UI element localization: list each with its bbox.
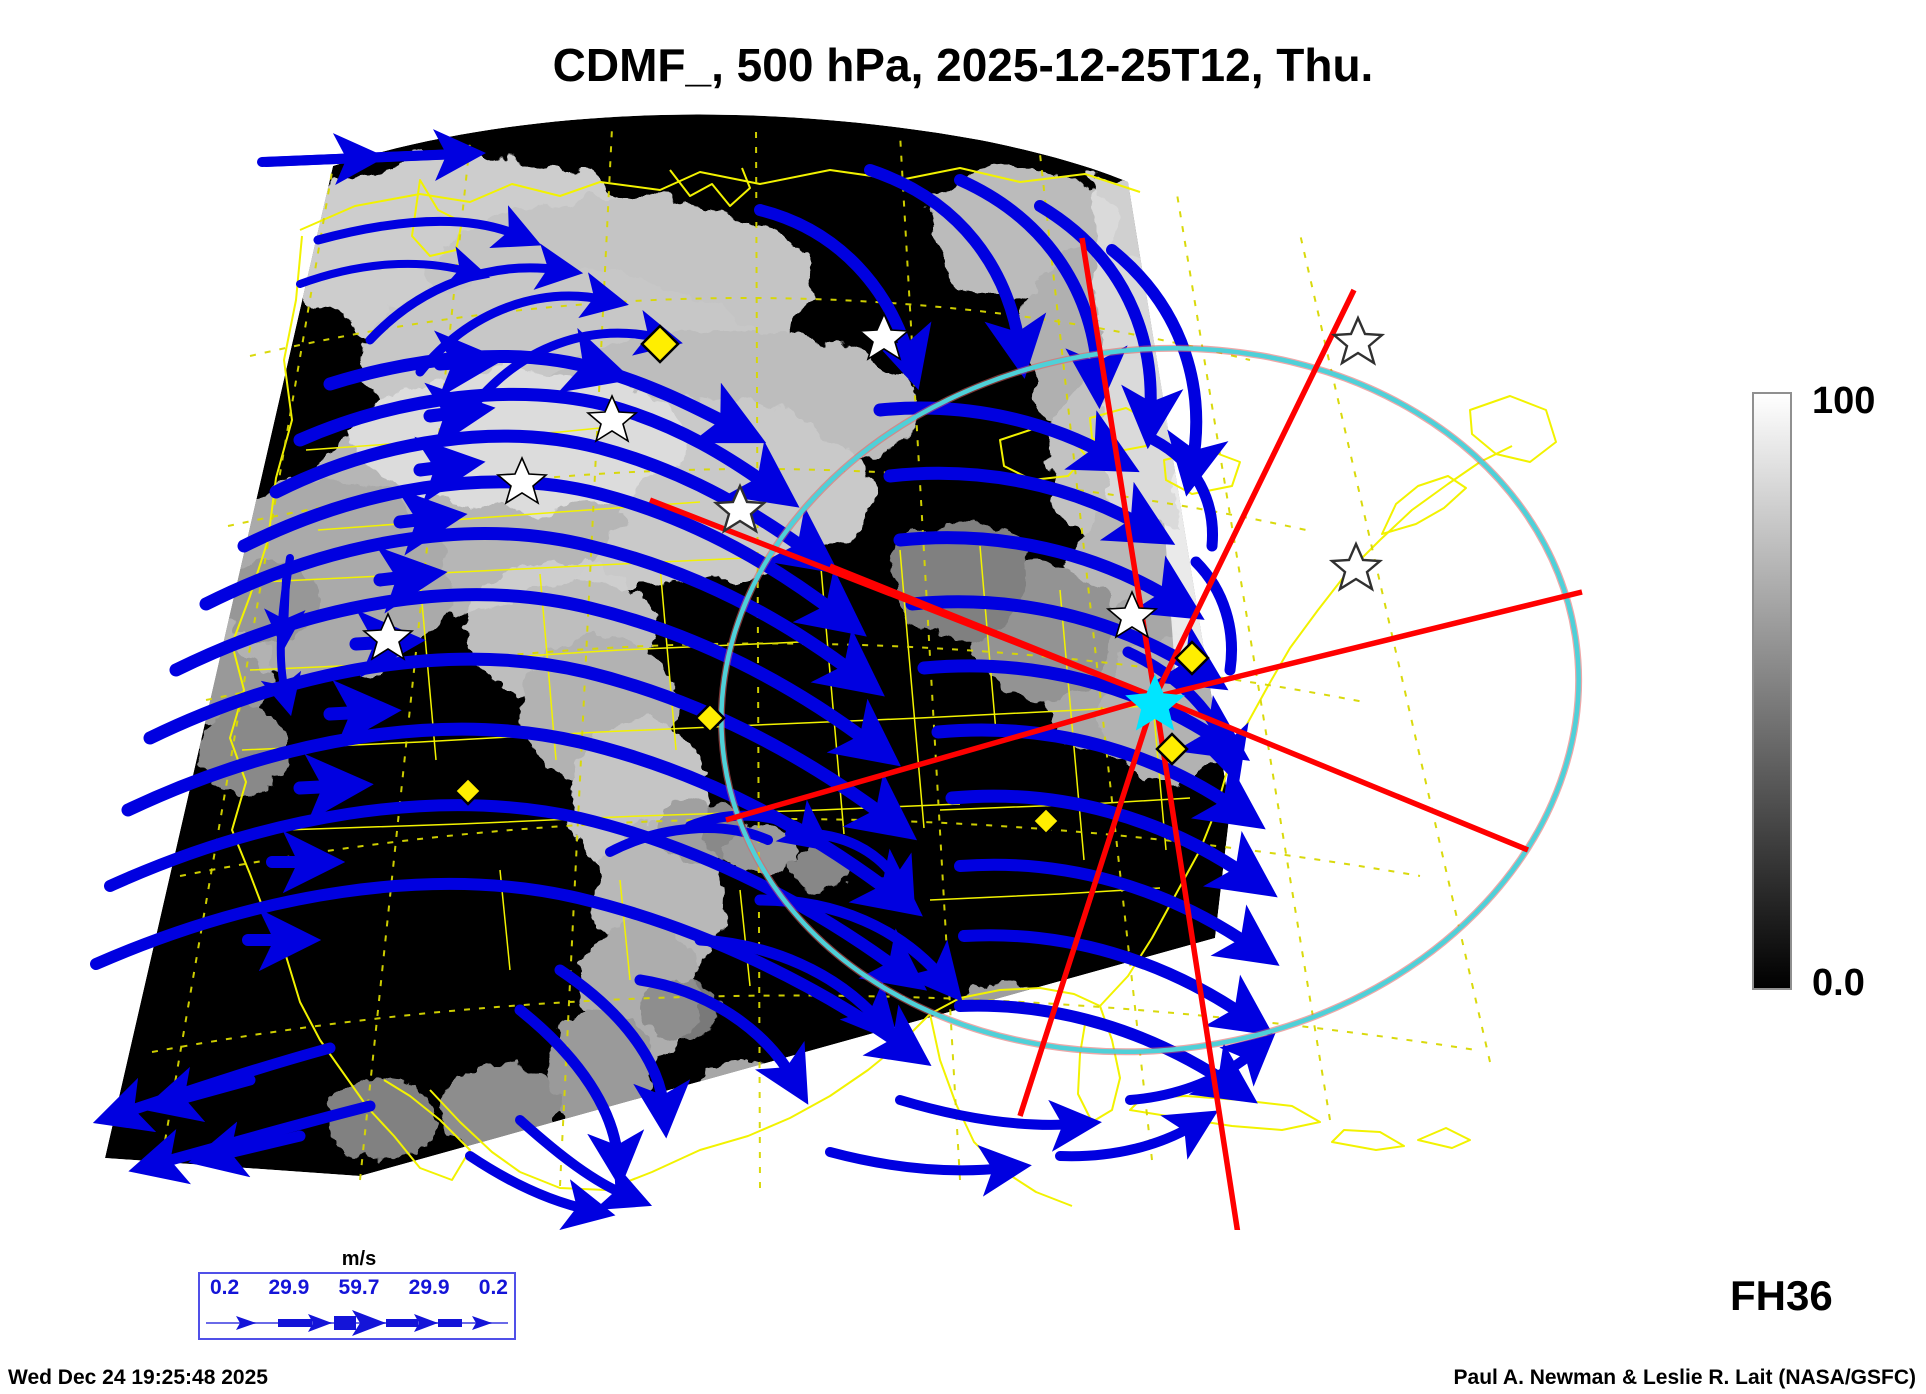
generated-timestamp: Wed Dec 24 19:25:48 2025 [8, 1366, 268, 1389]
colorbar [1752, 392, 1792, 990]
star-marker [1105, 590, 1159, 639]
credit-line: Paul A. Newman & Leslie R. Lait (NASA/GS… [1453, 1366, 1916, 1389]
streamline-layer [90, 129, 1280, 1230]
star-marker [857, 312, 911, 361]
star-marker-open [1328, 541, 1384, 592]
map-canvas[interactable] [0, 110, 1760, 1230]
vector-tick-1: 0.2 [210, 1276, 240, 1299]
center-site-marker [1125, 674, 1185, 731]
diamond-marker [694, 702, 726, 734]
vector-tick-4: 29.9 [408, 1276, 450, 1299]
radial-lines [649, 237, 1583, 1230]
star-marker-open [712, 483, 768, 534]
diamond-marker [640, 324, 680, 364]
vector-tick-2: 29.9 [268, 1276, 310, 1299]
star-marker-open [1330, 315, 1386, 366]
star-marker [361, 612, 415, 661]
vector-legend-arrows [206, 1310, 508, 1336]
star-marker [585, 394, 639, 443]
forecast-hour-label: FH36 [1730, 1272, 1833, 1319]
star-marker [495, 456, 549, 505]
diamond-marker [1031, 806, 1061, 836]
vector-tick-3: 59.7 [338, 1276, 380, 1299]
vector-legend-ticks: 0.2 29.9 59.7 29.9 0.2 [200, 1276, 518, 1300]
diamond-marker [453, 776, 483, 806]
vector-legend-unit: m/s [341, 1248, 377, 1270]
diamond-marker [1155, 732, 1189, 766]
map-panel[interactable] [0, 110, 1760, 1230]
colorbar-max-label: 100 [1812, 380, 1876, 422]
page-title: CDMF_, 500 hPa, 2025-12-25T12, Thu. [552, 39, 1374, 91]
station-markers [361, 312, 1386, 836]
vector-scale-legend: m/s 0.2 29.9 59.7 29.9 0.2 [198, 1248, 518, 1340]
colorbar-min-label: 0.0 [1812, 962, 1865, 1004]
diamond-marker [1174, 640, 1210, 676]
vector-tick-5: 0.2 [478, 1276, 508, 1299]
